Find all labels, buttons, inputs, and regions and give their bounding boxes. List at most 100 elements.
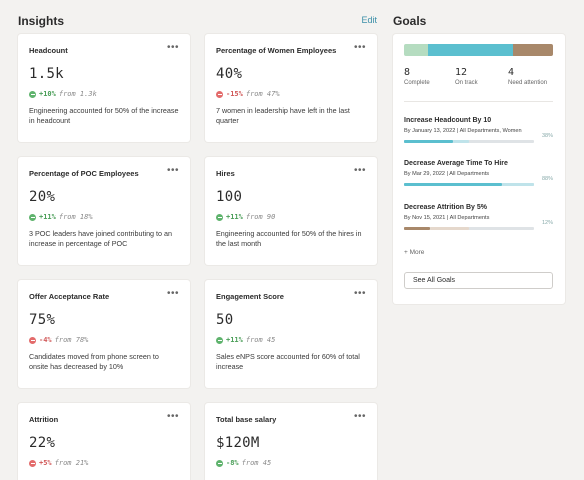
insight-card-total-base-salary[interactable]: Total base salary ••• $120M -8% from 45 [205, 403, 377, 480]
goal-percent: 38% [541, 133, 553, 139]
delta-value: -15% [226, 90, 243, 98]
delta-row: +5% from 21% [29, 459, 179, 467]
edit-link[interactable]: Edit [361, 15, 377, 25]
trend-up-icon [29, 90, 36, 98]
card-title: Offer Acceptance Rate [29, 292, 110, 301]
delta-value: +10% [39, 90, 56, 98]
card-description: 3 POC leaders have joined contributing t… [29, 229, 173, 248]
card-value: 1.5k [29, 66, 64, 82]
goal-item[interactable]: Increase Headcount By 10 By January 13, … [404, 117, 553, 143]
card-description: Engineering accounted for 50% of the inc… [29, 106, 179, 125]
insight-card-hires[interactable]: Hires ••• 100 +11% from 90 Engineering a… [205, 157, 377, 265]
delta-value: +11% [226, 336, 243, 344]
delta-from: from 47% [245, 90, 280, 98]
more-menu-icon[interactable]: ••• [166, 288, 179, 299]
goal-meta: By Nov 15, 2021 | All Departments [404, 215, 490, 221]
delta-value: +11% [226, 213, 243, 221]
goals-summary-segment [427, 44, 513, 56]
goals-title: Goals [393, 14, 427, 28]
goal-item[interactable]: Decrease Attrition By 5% By Nov 15, 2021… [404, 204, 553, 230]
insight-card-attrition[interactable]: Attrition ••• 22% +5% from 21% [18, 403, 190, 480]
card-value: 75% [29, 312, 56, 328]
delta-from: from 90 [245, 213, 276, 221]
insight-card-engagement[interactable]: Engagement Score ••• 50 +11% from 45 Sal… [205, 280, 377, 388]
delta-row: +11% from 18% [29, 213, 179, 221]
card-title: Hires [216, 169, 235, 178]
goal-progress-fill [404, 140, 454, 143]
stat-complete: 8 Complete [404, 67, 430, 86]
insight-card-offer-acceptance[interactable]: Offer Acceptance Rate ••• 75% -4% from 7… [18, 280, 190, 388]
goal-percent: 12% [541, 220, 553, 226]
card-description: Candidates moved from phone screen to on… [29, 352, 159, 371]
delta-row: -15% from 47% [216, 90, 366, 98]
see-all-goals-button[interactable]: See All Goals [404, 272, 553, 289]
goals-summary-bar [404, 44, 553, 56]
more-menu-icon[interactable]: ••• [353, 165, 366, 176]
goals-summary-segment [512, 44, 553, 56]
insights-title: Insights [18, 14, 65, 28]
delta-from: from 78% [54, 336, 89, 344]
delta-from: from 45 [245, 336, 276, 344]
delta-value: +11% [39, 213, 56, 221]
goal-progress-bar [404, 183, 534, 186]
delta-value: -4% [39, 336, 52, 344]
goals-panel: 8 Complete 12 On track 4 Need attention … [393, 34, 565, 304]
stat-label: On track [455, 80, 478, 86]
card-value: 40% [216, 66, 243, 82]
delta-row: +10% from 1.3k [29, 90, 179, 98]
stat-need-attention: 4 Need attention [508, 67, 547, 86]
card-title: Headcount [29, 46, 68, 55]
stat-number: 8 [404, 67, 411, 78]
card-title: Attrition [29, 415, 59, 424]
insight-card-women[interactable]: Percentage of Women Employees ••• 40% -1… [205, 34, 377, 142]
more-menu-icon[interactable]: ••• [353, 411, 366, 422]
more-menu-icon[interactable]: ••• [166, 165, 179, 176]
card-value: 100 [216, 189, 243, 205]
trend-down-icon [216, 90, 223, 98]
goal-percent: 88% [541, 176, 553, 182]
plus-icon: + [404, 249, 410, 256]
goals-divider [404, 101, 553, 102]
card-value: 22% [29, 435, 56, 451]
delta-value: +5% [39, 459, 52, 467]
stat-label: Need attention [508, 80, 548, 86]
insight-card-headcount[interactable]: Headcount ••• 1.5k +10% from 1.3k Engine… [18, 34, 190, 142]
goal-progress-fill [404, 227, 430, 230]
insights-header: Insights Edit [18, 14, 378, 30]
goals-summary-segment [404, 44, 428, 56]
card-value: 50 [216, 312, 234, 328]
trend-up-icon [216, 213, 223, 221]
goal-title: Decrease Average Time To Hire [404, 160, 508, 167]
card-value: $120M [216, 435, 260, 451]
goal-title: Increase Headcount By 10 [404, 117, 492, 124]
delta-from: from 21% [54, 459, 89, 467]
more-menu-icon[interactable]: ••• [353, 42, 366, 53]
more-menu-icon[interactable]: ••• [166, 411, 179, 422]
stat-number: 4 [508, 67, 515, 78]
stat-on-track: 12 On track [455, 67, 478, 86]
delta-row: -8% from 45 [216, 459, 366, 467]
more-label: More [409, 249, 425, 256]
more-menu-icon[interactable]: ••• [353, 288, 366, 299]
goal-progress-bar [404, 227, 534, 230]
stat-number: 12 [455, 67, 468, 78]
delta-row: -4% from 78% [29, 336, 179, 344]
card-description: Sales eNPS score accounted for 60% of to… [216, 352, 360, 371]
goal-progress-secondary [430, 227, 469, 230]
delta-from: from 18% [58, 213, 93, 221]
goal-progress-secondary [453, 140, 469, 143]
insight-card-poc[interactable]: Percentage of POC Employees ••• 20% +11%… [18, 157, 190, 265]
goal-meta: By Mar 29, 2022 | All Departments [404, 171, 490, 177]
goal-item[interactable]: Decrease Average Time To Hire By Mar 29,… [404, 160, 553, 186]
delta-row: +11% from 45 [216, 336, 366, 344]
trend-up-icon [216, 336, 223, 344]
goal-progress-secondary [501, 183, 534, 186]
goal-title: Decrease Attrition By 5% [404, 204, 487, 211]
card-value: 20% [29, 189, 56, 205]
card-title: Percentage of Women Employees [216, 46, 337, 55]
delta-value: -8% [226, 459, 239, 467]
card-title: Engagement Score [216, 292, 284, 301]
more-menu-icon[interactable]: ••• [166, 42, 179, 53]
more-link[interactable]: + More [404, 249, 424, 256]
stat-label: Complete [404, 80, 430, 86]
